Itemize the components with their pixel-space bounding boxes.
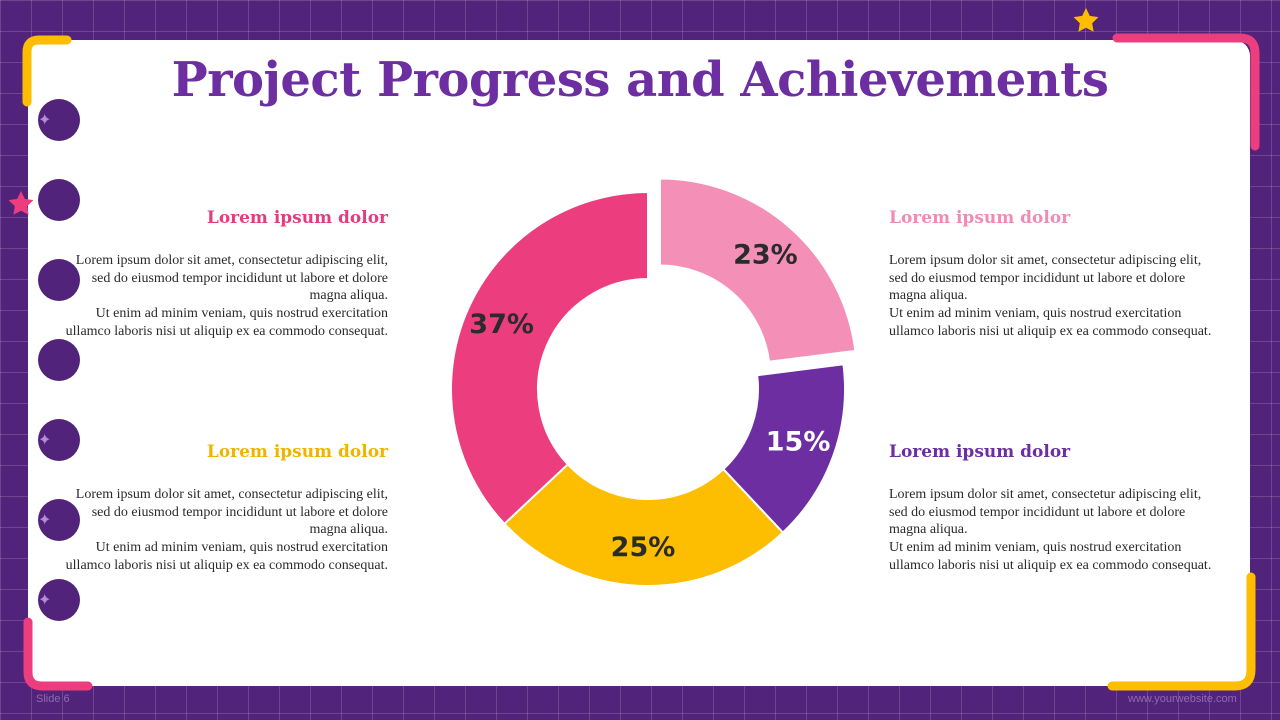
website-url: www.yourwebsite.com — [1128, 693, 1237, 705]
notch — [38, 499, 80, 541]
slice-label: 15% — [766, 427, 831, 458]
notch — [38, 419, 80, 461]
slice-label: 23% — [733, 239, 798, 270]
slice-label: 25% — [611, 532, 676, 563]
text-block-top-right: Lorem ipsum dolor Lorem ipsum dolor sit … — [889, 208, 1219, 341]
sparkle-icon: ✦ — [38, 430, 52, 449]
slide-number: Slide 6 — [36, 693, 70, 705]
block-heading: Lorem ipsum dolor — [889, 442, 1071, 462]
donut-chart: 23% 15% 25% 37% — [450, 177, 857, 587]
notch — [38, 179, 80, 221]
text-block-bottom-left: Lorem ipsum dolor Lorem ipsum dolor sit … — [58, 442, 388, 575]
slice-label: 37% — [469, 309, 534, 340]
text-block-top-left: Lorem ipsum dolor Lorem ipsum dolor sit … — [58, 208, 388, 341]
donut-slice — [502, 462, 785, 587]
block-body: Lorem ipsum dolor sit amet, consectetur … — [65, 253, 388, 339]
text-block-bottom-right: Lorem ipsum dolor Lorem ipsum dolor sit … — [889, 442, 1219, 575]
notch — [38, 579, 80, 621]
donut-slice — [658, 177, 857, 363]
page-title: Project Progress and Achievements — [171, 52, 1109, 108]
sparkle-icon: ✦ — [38, 110, 52, 129]
block-heading: Lorem ipsum dolor — [206, 442, 388, 462]
notch — [38, 259, 80, 301]
block-body: Lorem ipsum dolor sit amet, consectetur … — [889, 487, 1212, 573]
block-body: Lorem ipsum dolor sit amet, consectetur … — [65, 487, 388, 573]
sparkle-icon: ✦ — [38, 590, 52, 609]
block-heading: Lorem ipsum dolor — [889, 208, 1071, 228]
donut-slice — [450, 190, 649, 526]
notch — [38, 339, 80, 381]
slide-card — [28, 40, 1250, 686]
sparkle-icon: ✦ — [38, 510, 52, 529]
block-body: Lorem ipsum dolor sit amet, consectetur … — [889, 253, 1212, 339]
block-heading: Lorem ipsum dolor — [206, 208, 388, 228]
